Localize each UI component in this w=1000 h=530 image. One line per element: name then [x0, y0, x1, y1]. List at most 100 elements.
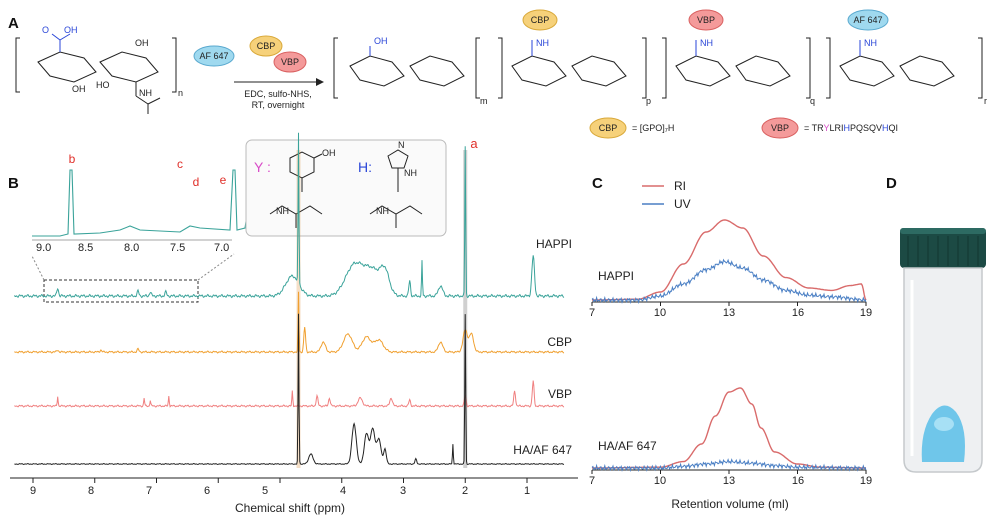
nmr-tick-2: 2 [462, 485, 468, 497]
gpc-bot-tick-13: 13 [723, 475, 735, 487]
gpc-bot-tick-10: 10 [654, 475, 666, 487]
vial-cap [900, 228, 986, 268]
nmr-tick-5: 5 [262, 485, 268, 497]
residue-h-nh-backbone: NH [376, 206, 389, 216]
gpc-sample-ha-af647: HA/AF 647 [598, 439, 657, 453]
sugar-ring-2 [99, 51, 159, 83]
atom-oh-3: OH [72, 84, 86, 94]
peak-label-d: d [193, 175, 200, 189]
reagent-af647-bubble [193, 45, 235, 67]
hydrogel-vial [900, 228, 986, 473]
inset-tick-7.0: 7.0 [214, 242, 229, 254]
atom-ho-1: HO [96, 80, 110, 90]
nmr-tick-3: 3 [400, 485, 406, 497]
nmr-trace-happi [14, 132, 565, 299]
residue-h-label: H: [358, 159, 372, 175]
nmr-x-label: Chemical shift (ppm) [235, 501, 345, 515]
legend-ri: RI [674, 179, 686, 193]
condition-line-2: RT, overnight [252, 100, 305, 110]
residue-oh: OH [322, 148, 336, 158]
peak-label-a: a [470, 136, 478, 151]
nmr-tick-7: 7 [146, 485, 152, 497]
subscript-q: q [810, 96, 815, 106]
bracket-left [15, 37, 20, 93]
atom-oh-carboxyl: OH [64, 25, 78, 35]
atom-nh-1: NH [139, 88, 152, 98]
nmr-tick-4: 4 [340, 485, 346, 497]
panel-label-d: D [886, 175, 897, 192]
nmr-tick-9: 9 [30, 485, 36, 497]
gpc-top-tick-16: 16 [792, 307, 804, 319]
reagent-cbp-bubble [249, 35, 283, 57]
condition-line-1: EDC, sulfo-NHS, [244, 89, 312, 99]
inset-zoom-box [43, 279, 199, 303]
residue-structure-box [245, 139, 447, 237]
gpc-x-label: Retention volume (ml) [671, 497, 788, 511]
scheme-product [333, 37, 983, 99]
gpc-plots [591, 219, 867, 474]
residue-structures [269, 149, 423, 228]
residue-y-nh: NH [276, 206, 289, 216]
legend-uv: UV [674, 197, 691, 211]
peak-label-e: e [220, 173, 227, 187]
product-vbp: VBP [697, 15, 715, 25]
subscript-m: m [480, 96, 488, 106]
legend-vbp: VBP [771, 123, 789, 133]
peak-label-c: c [177, 157, 183, 171]
inset-tick-8.5: 8.5 [78, 242, 93, 254]
panel-label-c: C [592, 175, 603, 192]
trace-label-cbp: CBP [547, 335, 572, 349]
legend-vbp-bubble [761, 117, 799, 139]
reagent-vbp-bubble [273, 51, 307, 73]
nmr-tick-1: 1 [524, 485, 530, 497]
reagent-af647: AF 647 [199, 51, 228, 61]
residue-h-nh: NH [404, 168, 417, 178]
legend-cbp: CBP [599, 123, 618, 133]
trace-label-ha-af647: HA/AF 647 [513, 443, 572, 457]
gpc-series-uv-1 [591, 458, 867, 473]
nmr-trace-vbp [14, 380, 565, 408]
subscript-n: n [178, 88, 183, 98]
trace-label-vbp: VBP [548, 387, 572, 401]
product-vbp-bubble [688, 9, 724, 31]
legend-vbp-seq: = TRYLRIHPQSQVHQI [804, 123, 898, 133]
gpc-top-tick-7: 7 [589, 307, 595, 319]
panel-label-b: B [8, 175, 19, 192]
atom-oh-product: OH [374, 36, 388, 46]
gpc-series-ri-1 [592, 387, 866, 469]
atom-nh-af: NH [864, 38, 877, 48]
gpc-bot-tick-7: 7 [589, 475, 595, 487]
nmr-tick-6: 6 [204, 485, 210, 497]
trace-label-happi: HAPPI [536, 237, 572, 251]
legend-cbp-bubble [589, 117, 627, 139]
bracket-right [172, 37, 177, 93]
subscript-p: p [646, 96, 651, 106]
gpc-bot-tick-16: 16 [792, 475, 804, 487]
atom-o-carboxyl: O [42, 25, 49, 35]
gpc-top-tick-19: 19 [860, 307, 872, 319]
product-cbp: CBP [531, 15, 550, 25]
product-af647: AF 647 [853, 15, 882, 25]
inset-tick-8.0: 8.0 [124, 242, 139, 254]
residue-h-n: N [398, 140, 405, 150]
subscript-r: r [984, 96, 987, 106]
nmr-tick-8: 8 [88, 485, 94, 497]
gpc-series-ri-0 [592, 219, 867, 301]
gpc-series-uv-0 [591, 258, 867, 305]
legend-cbp-seq: = [GPO]₇H [632, 123, 674, 133]
reagent-cbp: CBP [257, 41, 276, 51]
product-cbp-bubble [522, 9, 558, 31]
product-af647-bubble [847, 9, 889, 31]
nmr-traces [14, 132, 565, 468]
gpc-top-tick-13: 13 [723, 307, 735, 319]
hydrogel-blob [921, 405, 965, 462]
nmr-trace-ha [14, 313, 565, 466]
inset-tick-9.0: 9.0 [36, 242, 51, 254]
residue-y-label: Y : [254, 159, 271, 175]
reagent-vbp: VBP [281, 57, 299, 67]
gpc-bot-tick-19: 19 [860, 475, 872, 487]
atom-nh-vbp: NH [700, 38, 713, 48]
panel-label-a: A [8, 15, 19, 32]
gpc-sample-happi: HAPPI [598, 269, 634, 283]
